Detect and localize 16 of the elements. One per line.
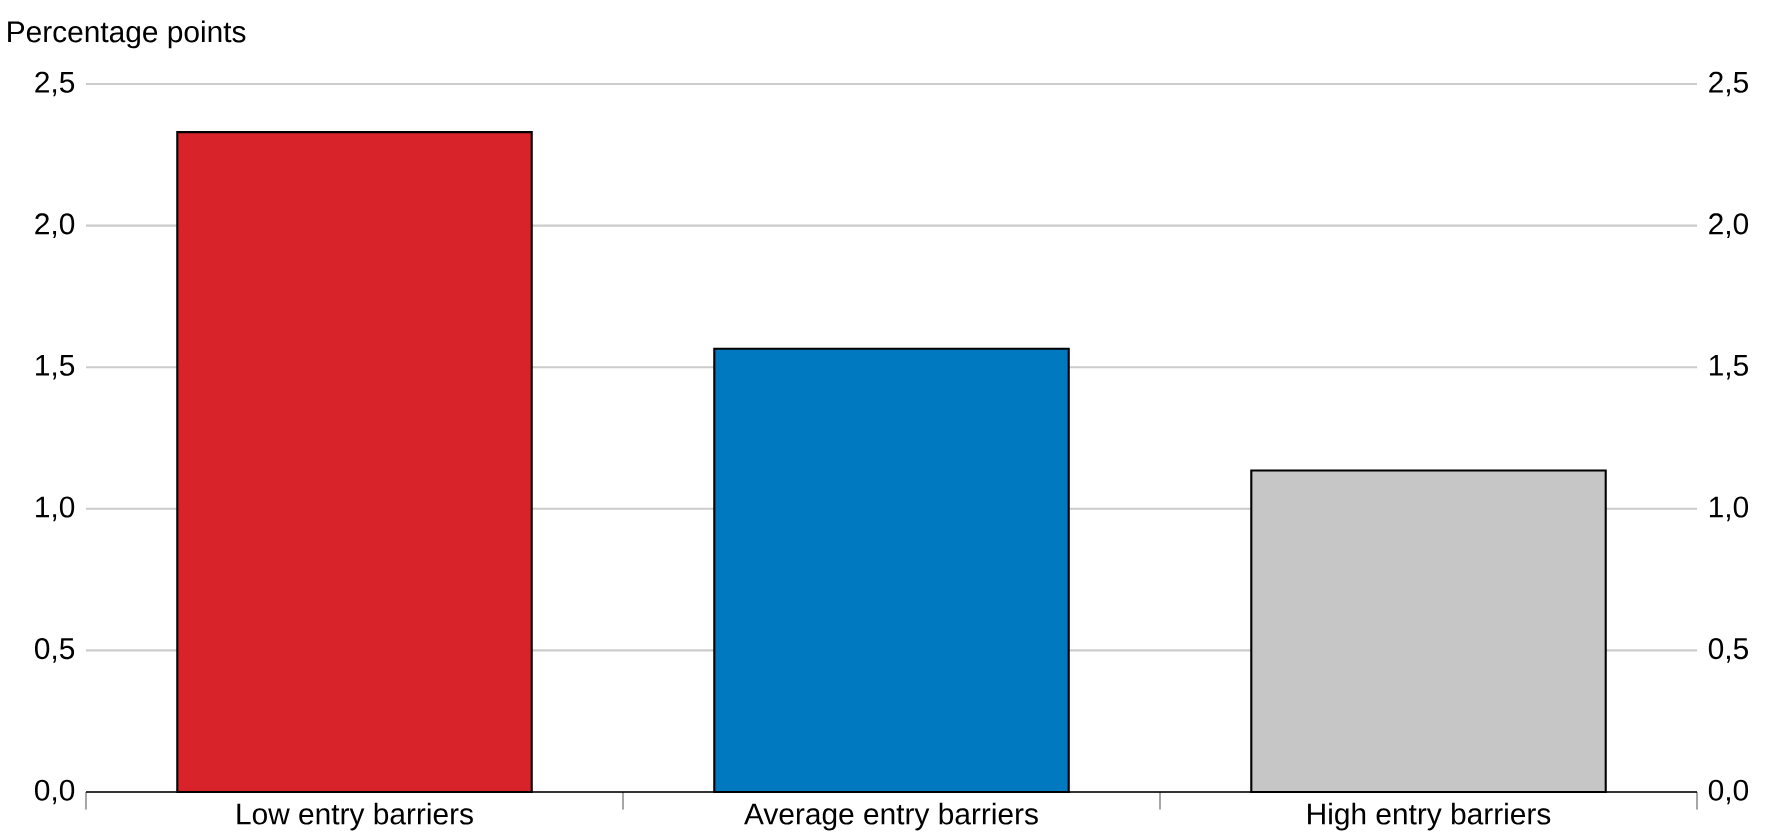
y2-tick-label: 1,5	[1709, 355, 1748, 380]
x-tick-label: Low entry barriers	[237, 802, 473, 831]
y-tick-label: 2,5	[35, 71, 75, 97]
y2-tick-label: 2,5	[1709, 71, 1748, 97]
y-tick-label: 1,0	[36, 496, 75, 522]
y-tick-label: 2,0	[35, 213, 75, 238]
y2-tick-label: 2,0	[1709, 213, 1749, 238]
y2-tick-label: 0,5	[1708, 638, 1748, 663]
y-tick-label: 1,5	[36, 355, 75, 380]
x-tick-label: Average entry barriers	[744, 802, 1038, 831]
x-tick-label: High entry barriers	[1308, 802, 1551, 831]
y-tick-label: 0,0	[34, 779, 75, 805]
y-axis-title: Percentage points	[8, 20, 246, 49]
y-tick-label: 0,5	[34, 638, 75, 663]
y2-tick-label: 0,0	[1708, 779, 1749, 805]
y2-tick-label: 1,0	[1709, 496, 1749, 522]
